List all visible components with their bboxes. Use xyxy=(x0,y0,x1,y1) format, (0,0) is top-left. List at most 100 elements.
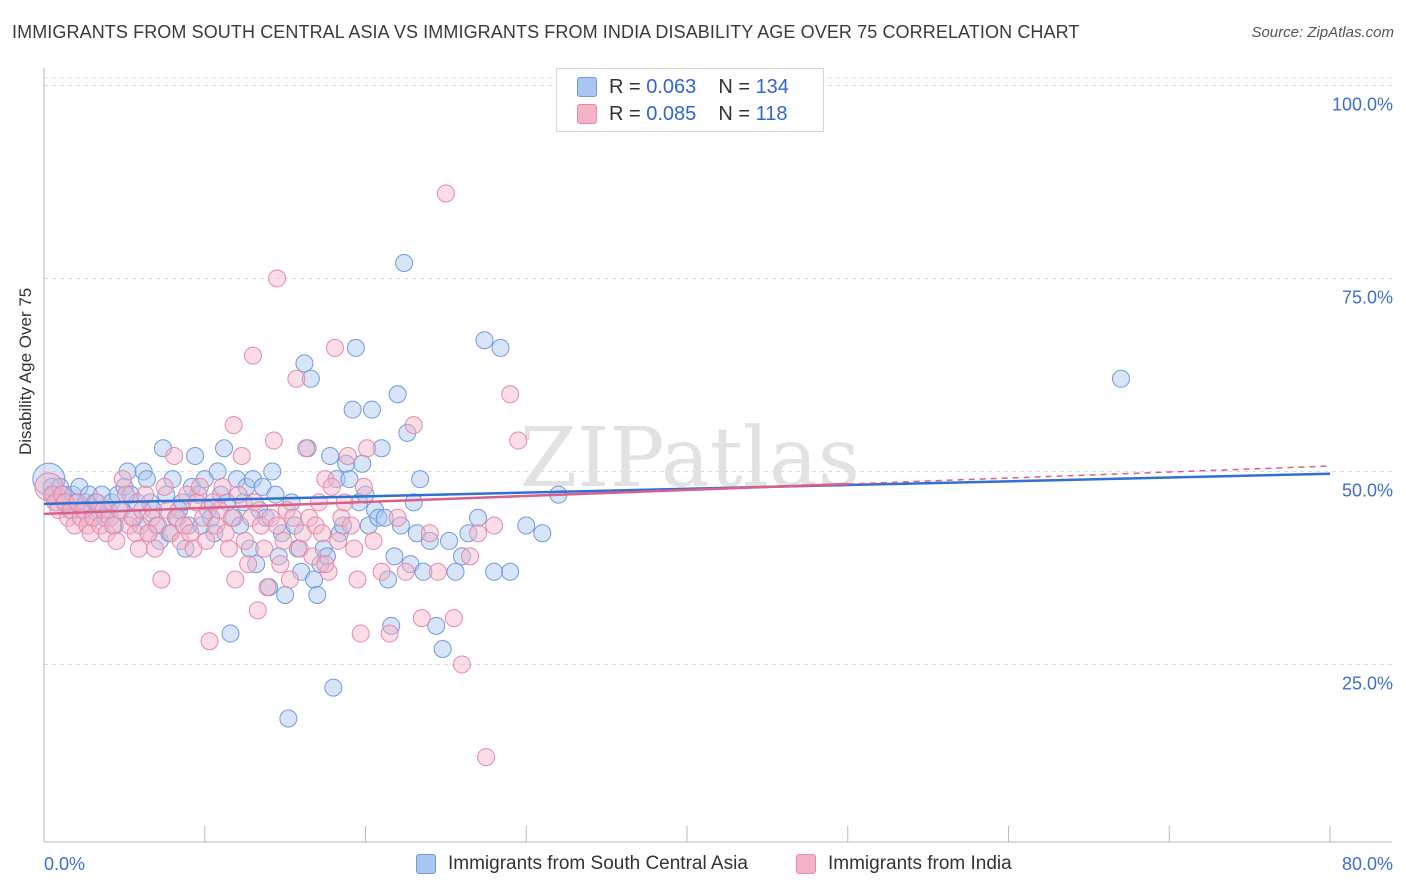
data-point-pink xyxy=(84,508,103,527)
data-point-pink xyxy=(268,516,287,535)
data-point-pink xyxy=(226,570,245,589)
data-point-pink xyxy=(165,447,184,465)
data-point-blue xyxy=(501,562,520,581)
data-point-pink xyxy=(91,516,110,535)
legend-row-blue: R = 0.063 N = 134 xyxy=(577,75,789,99)
bottom-legend-label-pink: Immigrants from India xyxy=(828,853,1012,874)
legend-n-label: N = xyxy=(718,102,750,125)
data-point-blue xyxy=(70,477,89,496)
tick-labels: 100.0% 75.0% 50.0% 25.0% 0.0% 80.0% xyxy=(44,94,1393,874)
bottom-legend-blue: Immigrants from South Central Asia xyxy=(416,851,748,877)
legend-n-label: N = xyxy=(718,75,750,98)
data-point-pink xyxy=(197,531,216,550)
data-point-pink xyxy=(104,516,123,535)
data-point-blue xyxy=(446,562,465,581)
data-point-pink xyxy=(329,531,348,550)
grid-lines xyxy=(44,77,1392,665)
data-point-blue xyxy=(459,524,478,543)
legend-n-value: 118 xyxy=(755,102,788,125)
data-point-pink xyxy=(216,524,235,543)
data-point-pink xyxy=(107,531,126,550)
data-point-blue xyxy=(375,508,394,527)
data-point-blue xyxy=(485,562,504,581)
data-point-blue xyxy=(321,447,340,465)
data-point-pink xyxy=(396,562,415,581)
data-point-pink xyxy=(364,531,383,550)
legend-swatch-blue xyxy=(577,77,597,97)
data-point-blue xyxy=(379,570,398,589)
bottom-legend-swatch-blue xyxy=(416,854,436,874)
legend-swatch-pink xyxy=(577,104,597,124)
data-point-blue xyxy=(404,493,423,512)
chart-title: IMMIGRANTS FROM SOUTH CENTRAL ASIA VS IM… xyxy=(12,22,1080,42)
data-point-blue xyxy=(491,338,510,357)
data-point-pink xyxy=(372,562,391,581)
legend-r-value: 0.085 xyxy=(646,102,697,125)
data-point-blue xyxy=(369,508,388,527)
data-point-pink xyxy=(145,539,164,558)
data-point-blue xyxy=(533,524,552,543)
data-point-pink xyxy=(313,524,332,543)
data-point-pink xyxy=(261,508,280,527)
axes xyxy=(43,68,1392,843)
data-point-pink xyxy=(129,539,148,558)
data-point-pink xyxy=(306,516,325,535)
data-point-pink xyxy=(358,439,377,458)
data-point-blue xyxy=(227,470,246,489)
bottom-legend-swatch-pink xyxy=(796,854,816,874)
data-point-blue xyxy=(411,470,430,489)
data-point-blue xyxy=(440,531,459,550)
data-point-pink xyxy=(284,508,303,527)
data-point-pink xyxy=(404,416,423,435)
legend-r-value: 0.063 xyxy=(646,75,697,98)
y-tick-label: 25.0% xyxy=(1342,673,1393,693)
data-point-blue xyxy=(121,485,140,504)
data-point-blue xyxy=(362,400,381,419)
data-point-pink xyxy=(181,524,200,543)
data-point-blue xyxy=(301,369,320,388)
data-point-pink xyxy=(274,531,293,550)
data-point-pink xyxy=(485,516,504,535)
data-point-pink xyxy=(345,539,364,558)
series-india xyxy=(34,184,528,767)
data-point-pink xyxy=(322,477,341,496)
data-point-pink xyxy=(258,578,277,597)
data-point-blue xyxy=(337,454,356,473)
data-point-pink xyxy=(245,493,264,512)
data-point-blue xyxy=(137,470,156,489)
data-point-pink xyxy=(268,269,287,288)
data-point-blue xyxy=(340,470,359,489)
trend-line-pink-dashed xyxy=(847,465,1331,485)
data-point-pink xyxy=(469,524,488,543)
x-tick-label: 80.0% xyxy=(1342,854,1393,874)
data-point-pink xyxy=(271,555,290,574)
data-point-pink xyxy=(248,601,267,620)
data-point-blue xyxy=(186,447,205,465)
data-point-pink xyxy=(412,609,431,628)
data-point-blue xyxy=(475,331,494,350)
data-point-blue xyxy=(215,439,234,458)
bottom-legend-label-blue: Immigrants from South Central Asia xyxy=(448,853,748,874)
data-point-pink xyxy=(280,570,299,589)
data-point-pink xyxy=(300,508,319,527)
data-point-blue xyxy=(157,485,176,504)
data-point-pink xyxy=(297,439,316,458)
y-tick-label: 50.0% xyxy=(1342,480,1393,500)
data-point-pink xyxy=(255,539,274,558)
data-point-pink xyxy=(444,609,463,628)
data-point-blue xyxy=(414,562,433,581)
data-point-pink xyxy=(332,508,351,527)
data-point-pink xyxy=(116,485,135,504)
data-point-pink xyxy=(477,748,496,767)
data-point-pink xyxy=(113,470,132,489)
data-point-pink xyxy=(235,531,254,550)
data-point-blue xyxy=(385,547,404,566)
data-point-blue xyxy=(517,516,536,535)
data-point-pink xyxy=(354,477,373,496)
data-point-pink xyxy=(252,516,271,535)
data-point-blue xyxy=(115,477,134,496)
data-point-blue xyxy=(276,585,295,604)
x-tick-label: 0.0% xyxy=(44,854,85,874)
legend-row-pink: R = 0.085 N = 118 xyxy=(577,102,787,126)
